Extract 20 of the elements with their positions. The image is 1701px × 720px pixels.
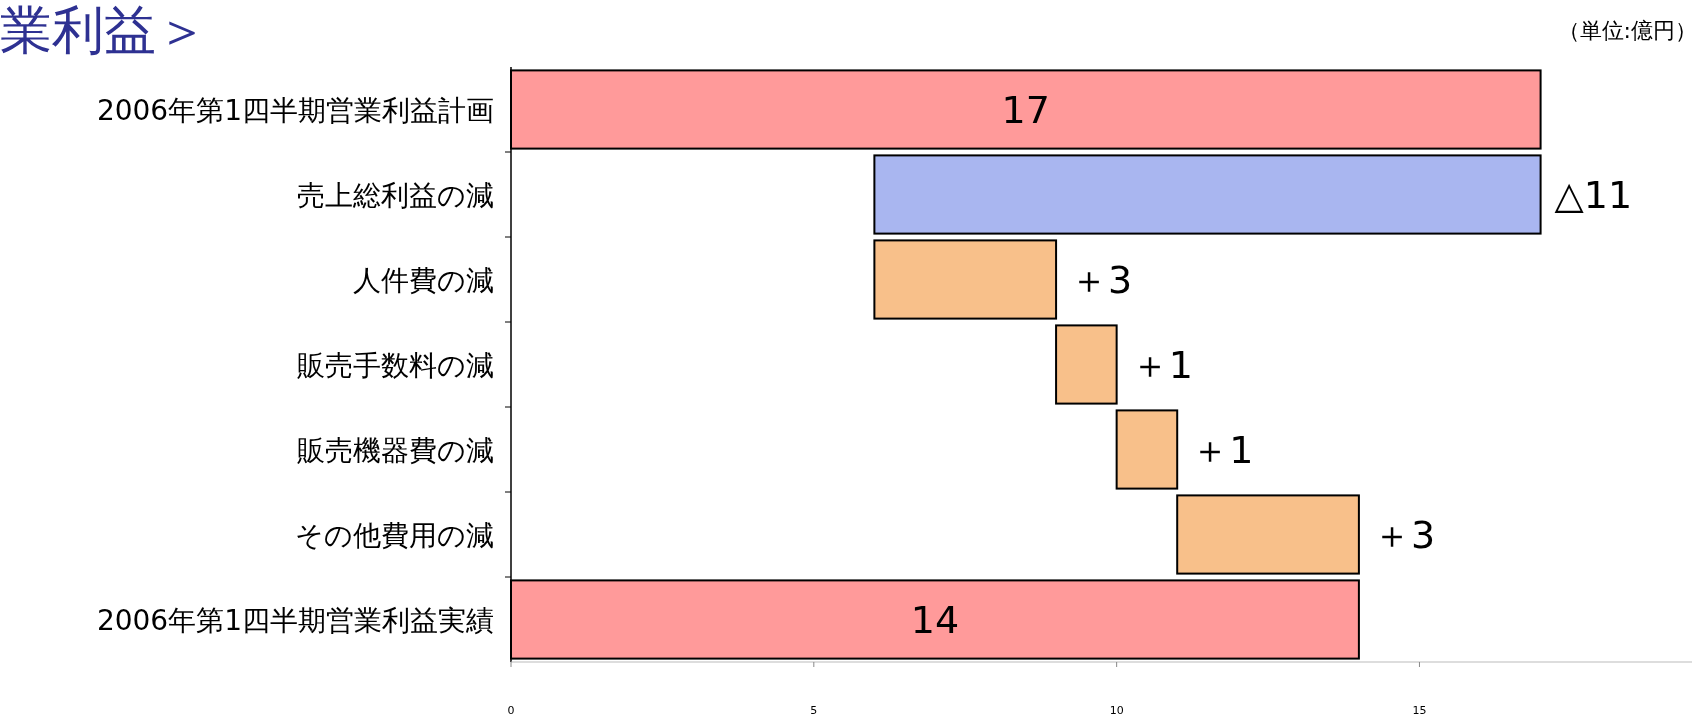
x-tick-label: 15 — [1412, 704, 1427, 717]
text: （単位:億円） — [1557, 18, 1697, 43]
y-tick-label: 販売手数料の減 — [297, 348, 494, 382]
y-tick-label: 人件費の減 — [353, 263, 494, 297]
data-label: ＋3 — [1372, 512, 1436, 557]
data-label: ＋3 — [1070, 257, 1133, 302]
y-tick-label: 2006年第1四半期営業利益実績 — [96, 603, 494, 637]
y-tick-label: 販売機器費の減 — [297, 433, 494, 467]
y-tick-label: 売上総利益の減 — [297, 178, 494, 212]
data-label: 17 — [1001, 87, 1050, 132]
x-tick-label: 5 — [810, 704, 818, 717]
y-tick-label: 2006年第1四半期営業利益計画 — [96, 93, 494, 127]
x-tick-label: 0 — [507, 704, 515, 717]
data-label: ＋1 — [1191, 427, 1254, 472]
data-label: △11 — [1554, 172, 1633, 217]
y-tick-label: その他費用の減 — [295, 518, 494, 552]
x-tick-label: 10 — [1109, 704, 1124, 717]
data-label: ＋1 — [1130, 342, 1193, 387]
chart-title: 業利益＞ — [0, 0, 208, 60]
data-label: 14 — [910, 597, 960, 642]
